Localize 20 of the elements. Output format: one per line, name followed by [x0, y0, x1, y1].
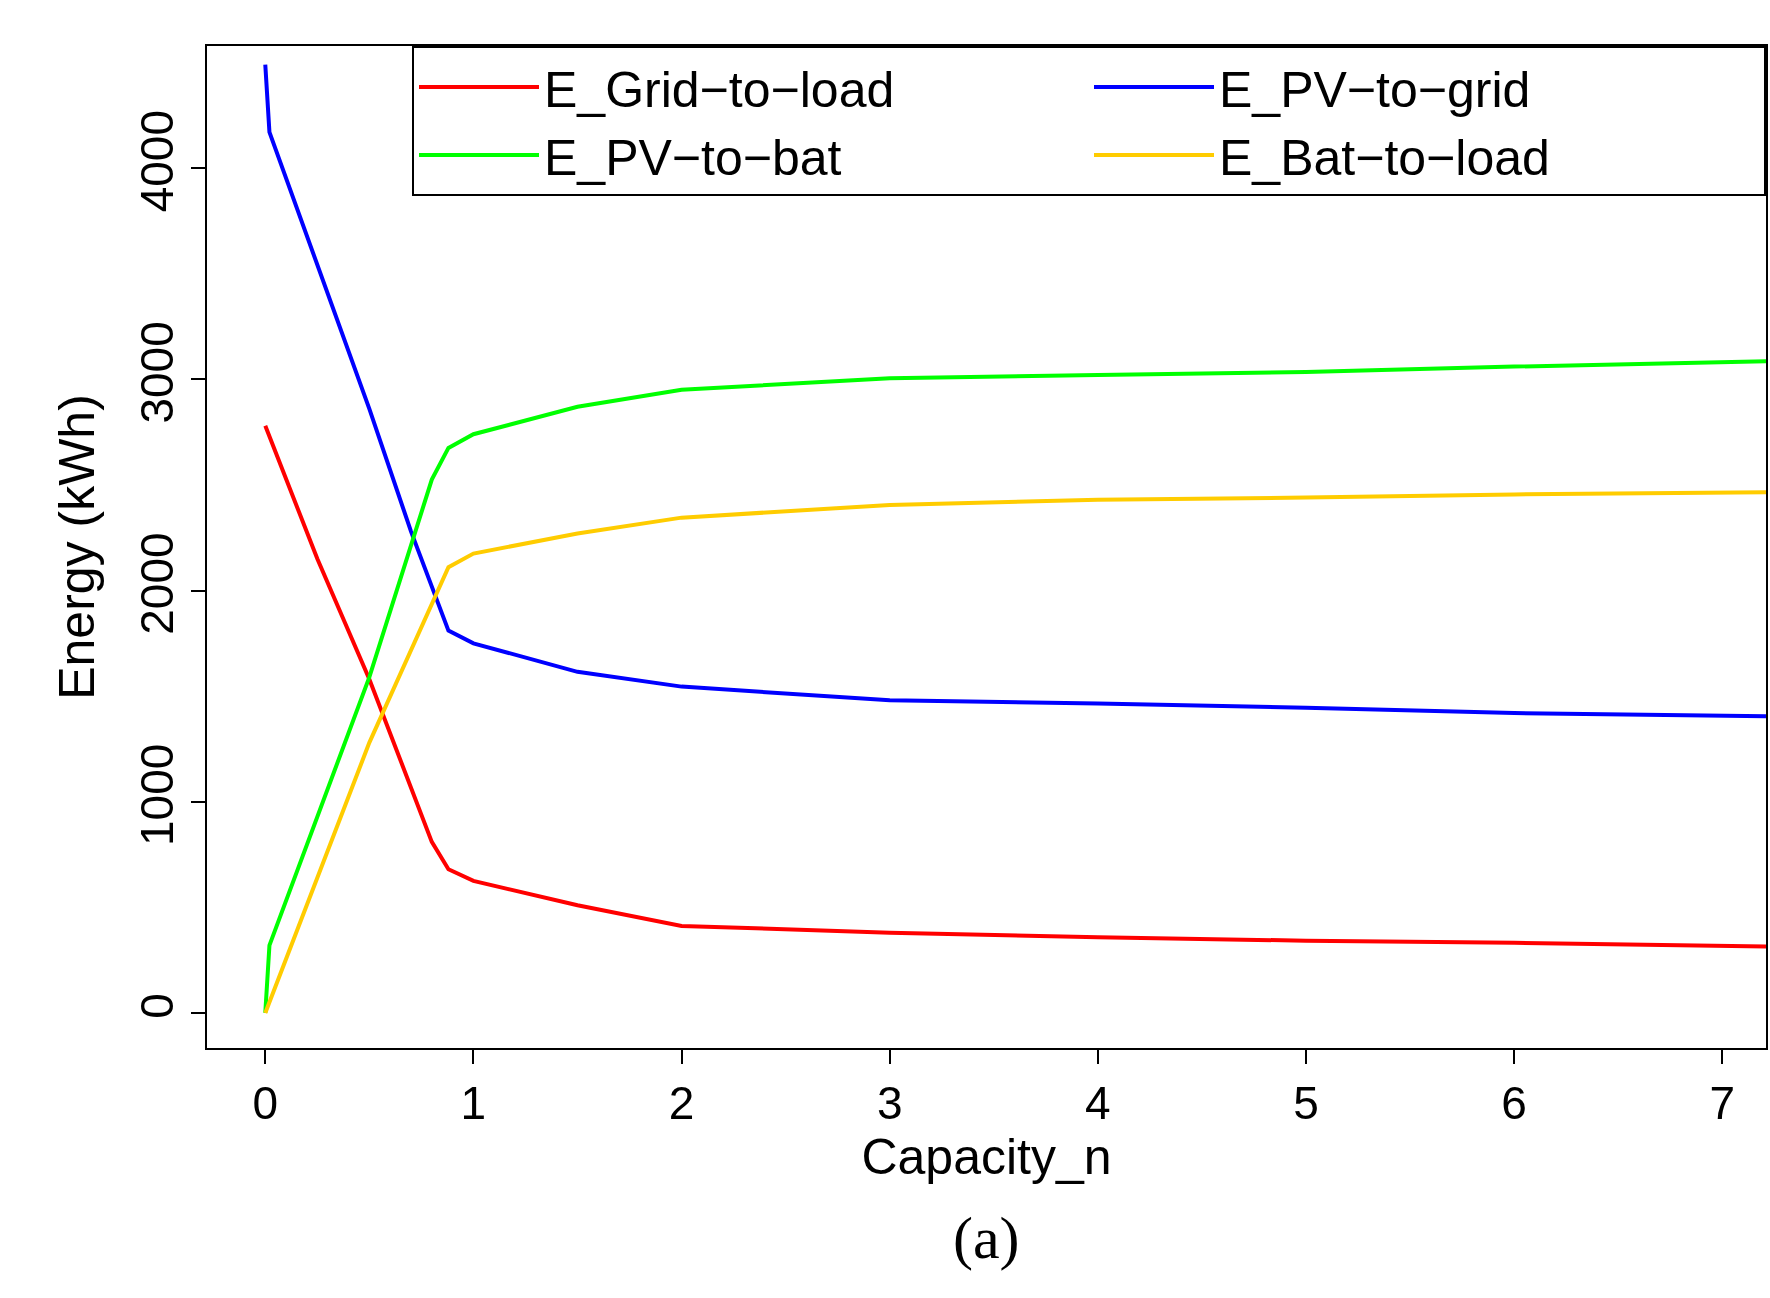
y-tick-label: 4000	[130, 110, 183, 213]
text: (a)	[953, 1205, 1020, 1271]
y-axis-title: Energy (kWh)	[49, 394, 106, 700]
legend-label: E_Grid−to−load	[544, 61, 895, 118]
x-tick-label: 1	[460, 1077, 487, 1130]
x-tick-label: 0	[252, 1077, 279, 1130]
x-tick-label: 6	[1501, 1077, 1527, 1130]
y-tick-label: 3000	[130, 321, 183, 424]
legend-label: E_PV−to−bat	[544, 129, 842, 186]
x-axis-title: Capacity_n	[861, 1129, 1112, 1186]
y-tick-label: 0	[130, 993, 183, 1019]
x-tick-label: 5	[1293, 1077, 1319, 1130]
x-tick-label: 7	[1709, 1077, 1736, 1130]
x-tick-label: 3	[876, 1077, 903, 1130]
legend-label: E_PV−to−grid	[1219, 61, 1531, 118]
y-tick-label: 2000	[130, 532, 183, 635]
x-tick-label: 4	[1085, 1077, 1111, 1130]
y-tick-label: 1000	[130, 743, 183, 846]
x-tick-label: 2	[668, 1077, 695, 1130]
legend-label: E_Bat−to−load	[1219, 129, 1550, 186]
